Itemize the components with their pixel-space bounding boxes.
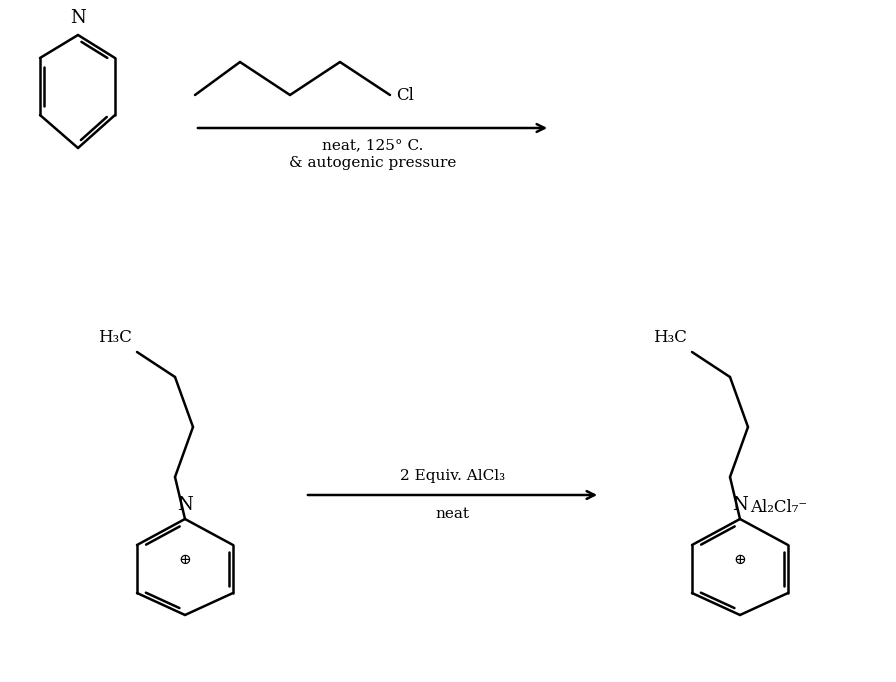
Text: Cl: Cl bbox=[396, 87, 414, 104]
Text: N: N bbox=[732, 496, 748, 514]
Text: 2 Equiv. AlCl₃: 2 Equiv. AlCl₃ bbox=[400, 469, 505, 483]
Text: Al₂Cl₇⁻: Al₂Cl₇⁻ bbox=[750, 499, 807, 516]
Text: ⊕: ⊕ bbox=[178, 553, 192, 567]
Text: N: N bbox=[177, 496, 193, 514]
Text: neat: neat bbox=[435, 507, 470, 521]
Text: & autogenic pressure: & autogenic pressure bbox=[289, 156, 456, 170]
Text: N: N bbox=[70, 9, 86, 27]
Text: H₃C: H₃C bbox=[99, 329, 132, 346]
Text: ⊕: ⊕ bbox=[734, 553, 746, 567]
Text: H₃C: H₃C bbox=[653, 329, 687, 346]
Text: neat, 125° C.: neat, 125° C. bbox=[322, 138, 423, 152]
